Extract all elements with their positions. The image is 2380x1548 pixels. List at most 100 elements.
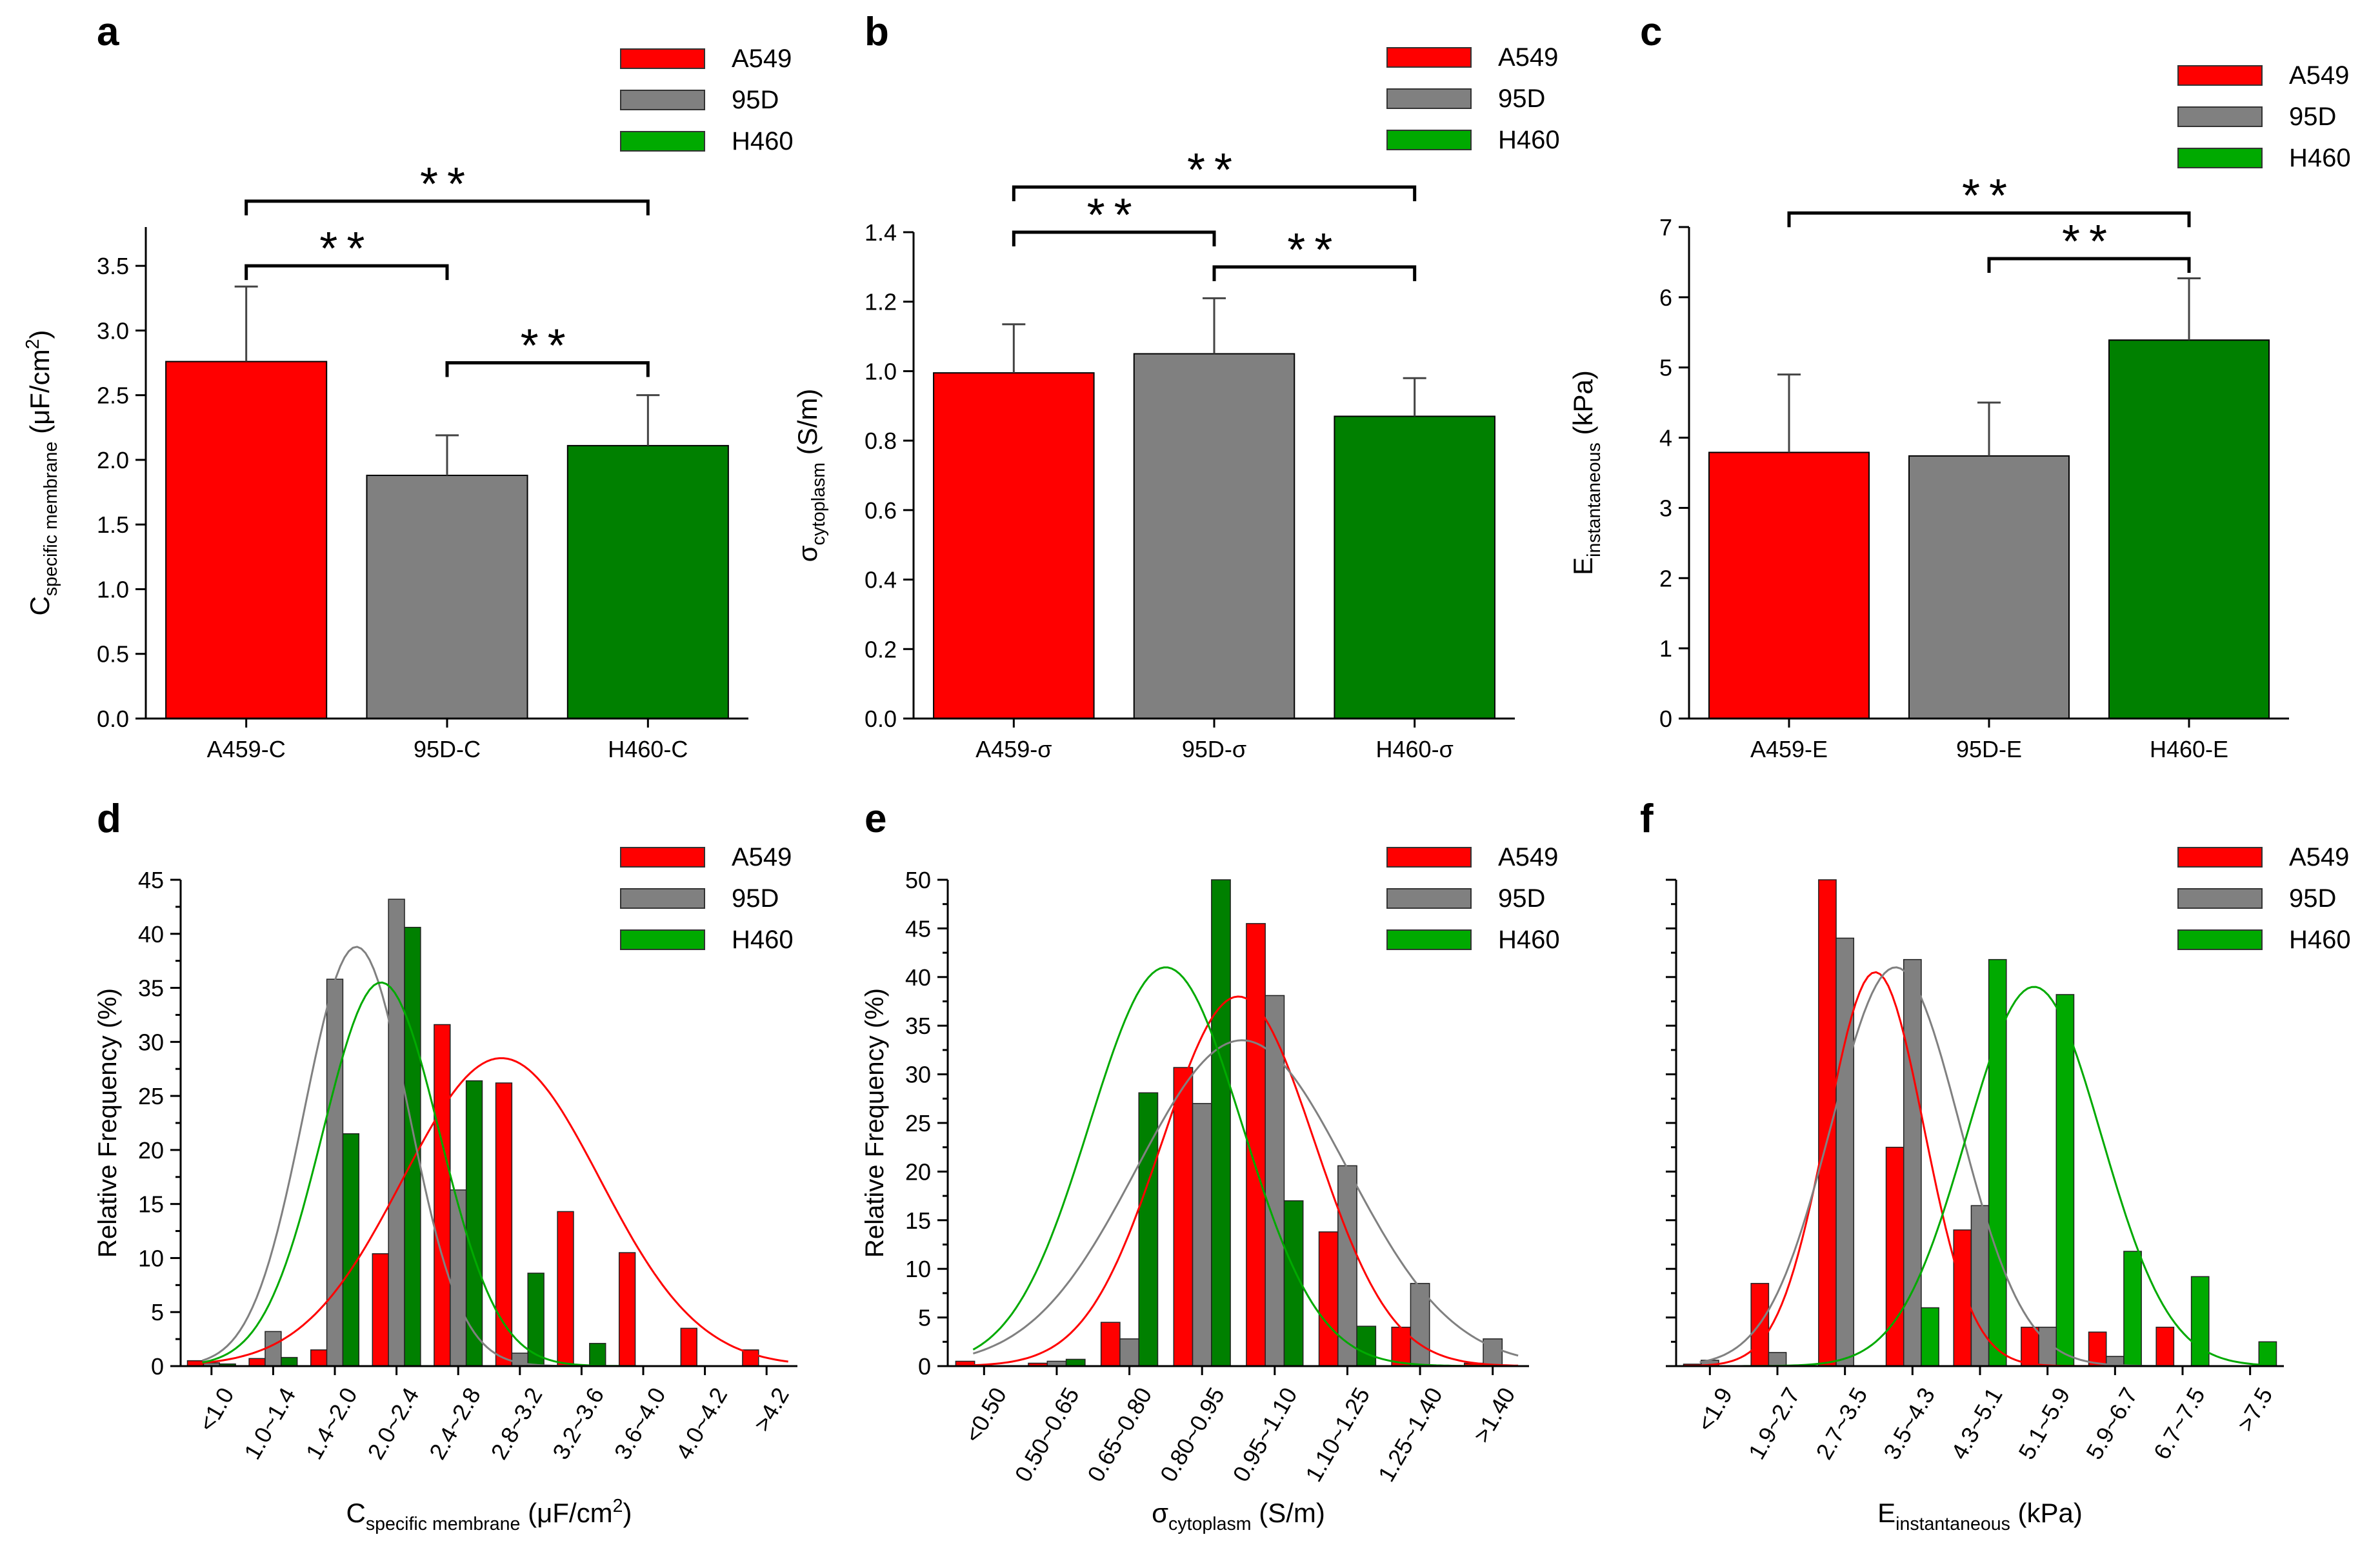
- legend-label: 95D: [732, 86, 779, 114]
- hist-bar-95D: [1903, 958, 1922, 1367]
- hist-bar-A549: [2155, 1326, 2175, 1367]
- x-axis-label: Cspecific membrane (μF/cm2): [346, 1496, 632, 1534]
- hist-bar-95D: [1192, 1103, 1212, 1367]
- significance-label: **: [1962, 170, 2016, 222]
- x-tick-label: 1.25~1.40: [1373, 1383, 1448, 1486]
- hist-bar-95D: [1337, 1165, 1357, 1367]
- legend-swatch: [2177, 847, 2263, 868]
- label-part-2: (S/m): [792, 389, 823, 462]
- label-part-2: (kPa): [1568, 370, 1598, 442]
- y-tick-label: 15: [138, 1191, 164, 1218]
- x-tick-label: <1.0: [194, 1383, 239, 1436]
- significance-bracket: [1787, 211, 2191, 228]
- legend-label: H460: [1498, 926, 1560, 954]
- x-tick-label: 95D-E: [1956, 736, 2022, 762]
- x-tick-label: 3.2~3.6: [547, 1383, 609, 1464]
- panel-letter: f: [1640, 797, 1654, 841]
- y-tick-label: 10: [905, 1256, 931, 1282]
- x-tick-label: >7.5: [2232, 1383, 2277, 1436]
- y-tick-label: 2.0: [97, 447, 129, 473]
- legend-label: A549: [2289, 61, 2349, 90]
- y-tick-label: 2: [1659, 565, 1672, 591]
- legend-label: A549: [1498, 843, 1558, 871]
- x-tick-label: A459-σ: [975, 736, 1052, 762]
- hist-bar-H460: [1356, 1325, 1377, 1367]
- x-tick-label: H460-σ: [1376, 736, 1454, 762]
- significance-label: **: [1187, 144, 1241, 196]
- y-tick-label: 0.8: [865, 428, 897, 454]
- legend-swatch: [1386, 130, 1472, 150]
- x-tick-label: 6.7~7.5: [2148, 1383, 2210, 1464]
- hist-bar-H460: [2123, 1251, 2142, 1367]
- fit-curve-95D: [972, 1039, 1519, 1357]
- panel-f: f A549 95D H460 <1.9 1.9~2.7 2.7~3.5 3.5~4.3 4.3…: [1640, 797, 2351, 1534]
- y-tick-label: 10: [138, 1245, 164, 1271]
- x-tick-label: 3.6~4.0: [609, 1383, 671, 1464]
- label-part-4: ): [623, 1498, 632, 1528]
- significance-bracket: [245, 199, 650, 215]
- y-tick-label: 0.5: [97, 641, 129, 668]
- significance-bracket: [445, 361, 650, 377]
- hist-bar-H460: [589, 1343, 606, 1367]
- hist-bar-H460: [2258, 1341, 2277, 1367]
- x-tick-label: A459-C: [207, 736, 286, 762]
- x-tick-label: 0.95~1.10: [1227, 1383, 1302, 1486]
- y-tick-label: 1.0: [97, 576, 129, 602]
- x-tick-label: H460-C: [608, 736, 688, 762]
- y-tick-label: 40: [905, 964, 931, 991]
- x-tick-label: 0.50~0.65: [1010, 1383, 1085, 1486]
- panel-c: c A549 95D H460 0 1 2 3 4 5 6 7 A459-E 95D-E H460-E ** *…: [1568, 10, 2351, 762]
- legend-label: A549: [732, 843, 792, 871]
- y-tick-label: 4: [1659, 425, 1672, 452]
- hist-bar-A549: [680, 1327, 697, 1367]
- hist-bar-95D: [1410, 1283, 1430, 1367]
- panel-letter: c: [1640, 10, 1662, 54]
- legend-label: 95D: [1498, 884, 1545, 913]
- hist-bar-A549: [1953, 1229, 1972, 1367]
- x-tick-label: 4.3~5.1: [1946, 1383, 2008, 1464]
- x-tick-label: 1.0~1.4: [239, 1383, 301, 1464]
- hist-bar-A549: [618, 1252, 636, 1367]
- y-axis-label: Relative Frequency (%): [861, 988, 889, 1258]
- panel-letter: d: [97, 797, 121, 841]
- y-tick-label: 3: [1659, 495, 1672, 521]
- bar-0: [165, 361, 328, 719]
- label-part-1: cytoplasm: [808, 462, 829, 546]
- y-tick-label: 40: [138, 921, 164, 948]
- panel-letter: a: [97, 10, 119, 54]
- bar-1: [1133, 353, 1295, 719]
- y-tick-label: 5: [151, 1299, 164, 1325]
- label-part-2: (S/m): [1252, 1498, 1325, 1528]
- significance-label: **: [319, 223, 374, 275]
- hist-bar-A549: [2021, 1326, 2039, 1367]
- hist-bar-A549: [2088, 1331, 2107, 1367]
- y-tick-label: 35: [905, 1013, 931, 1039]
- y-tick-label: 30: [905, 1062, 931, 1088]
- legend-label: 95D: [732, 884, 779, 913]
- x-axis-label: Einstantaneous (kPa): [1877, 1498, 2083, 1534]
- x-tick-label: 2.8~3.2: [485, 1383, 547, 1464]
- significance-label: **: [1287, 224, 1341, 276]
- hist-bar-A549: [310, 1349, 328, 1367]
- x-tick-label: 95D-C: [414, 736, 481, 762]
- hist-bar-95D: [1835, 937, 1855, 1367]
- legend-swatch: [620, 48, 705, 69]
- panel-letter: b: [865, 10, 889, 54]
- legend-swatch: [2177, 148, 2263, 168]
- label-part-3: 2: [23, 339, 43, 350]
- legend-label: H460: [732, 926, 794, 954]
- bar-2: [2108, 339, 2270, 719]
- y-tick-label: 5: [918, 1305, 931, 1331]
- x-tick-label: <0.50: [959, 1383, 1012, 1447]
- hist-bar-H460: [1283, 1200, 1304, 1367]
- y-tick-label: 1: [1659, 635, 1672, 662]
- x-tick-label: <1.9: [1692, 1383, 1737, 1436]
- y-tick-label: 25: [138, 1083, 164, 1109]
- y-tick-label: 45: [905, 915, 931, 942]
- hist-bar-A549: [1318, 1231, 1339, 1367]
- y-axis-label: Cspecific membrane (μF/cm2): [23, 330, 61, 616]
- legend-label: 95D: [2289, 103, 2336, 131]
- y-tick-label: 1.5: [97, 511, 129, 538]
- bar-2: [566, 444, 729, 719]
